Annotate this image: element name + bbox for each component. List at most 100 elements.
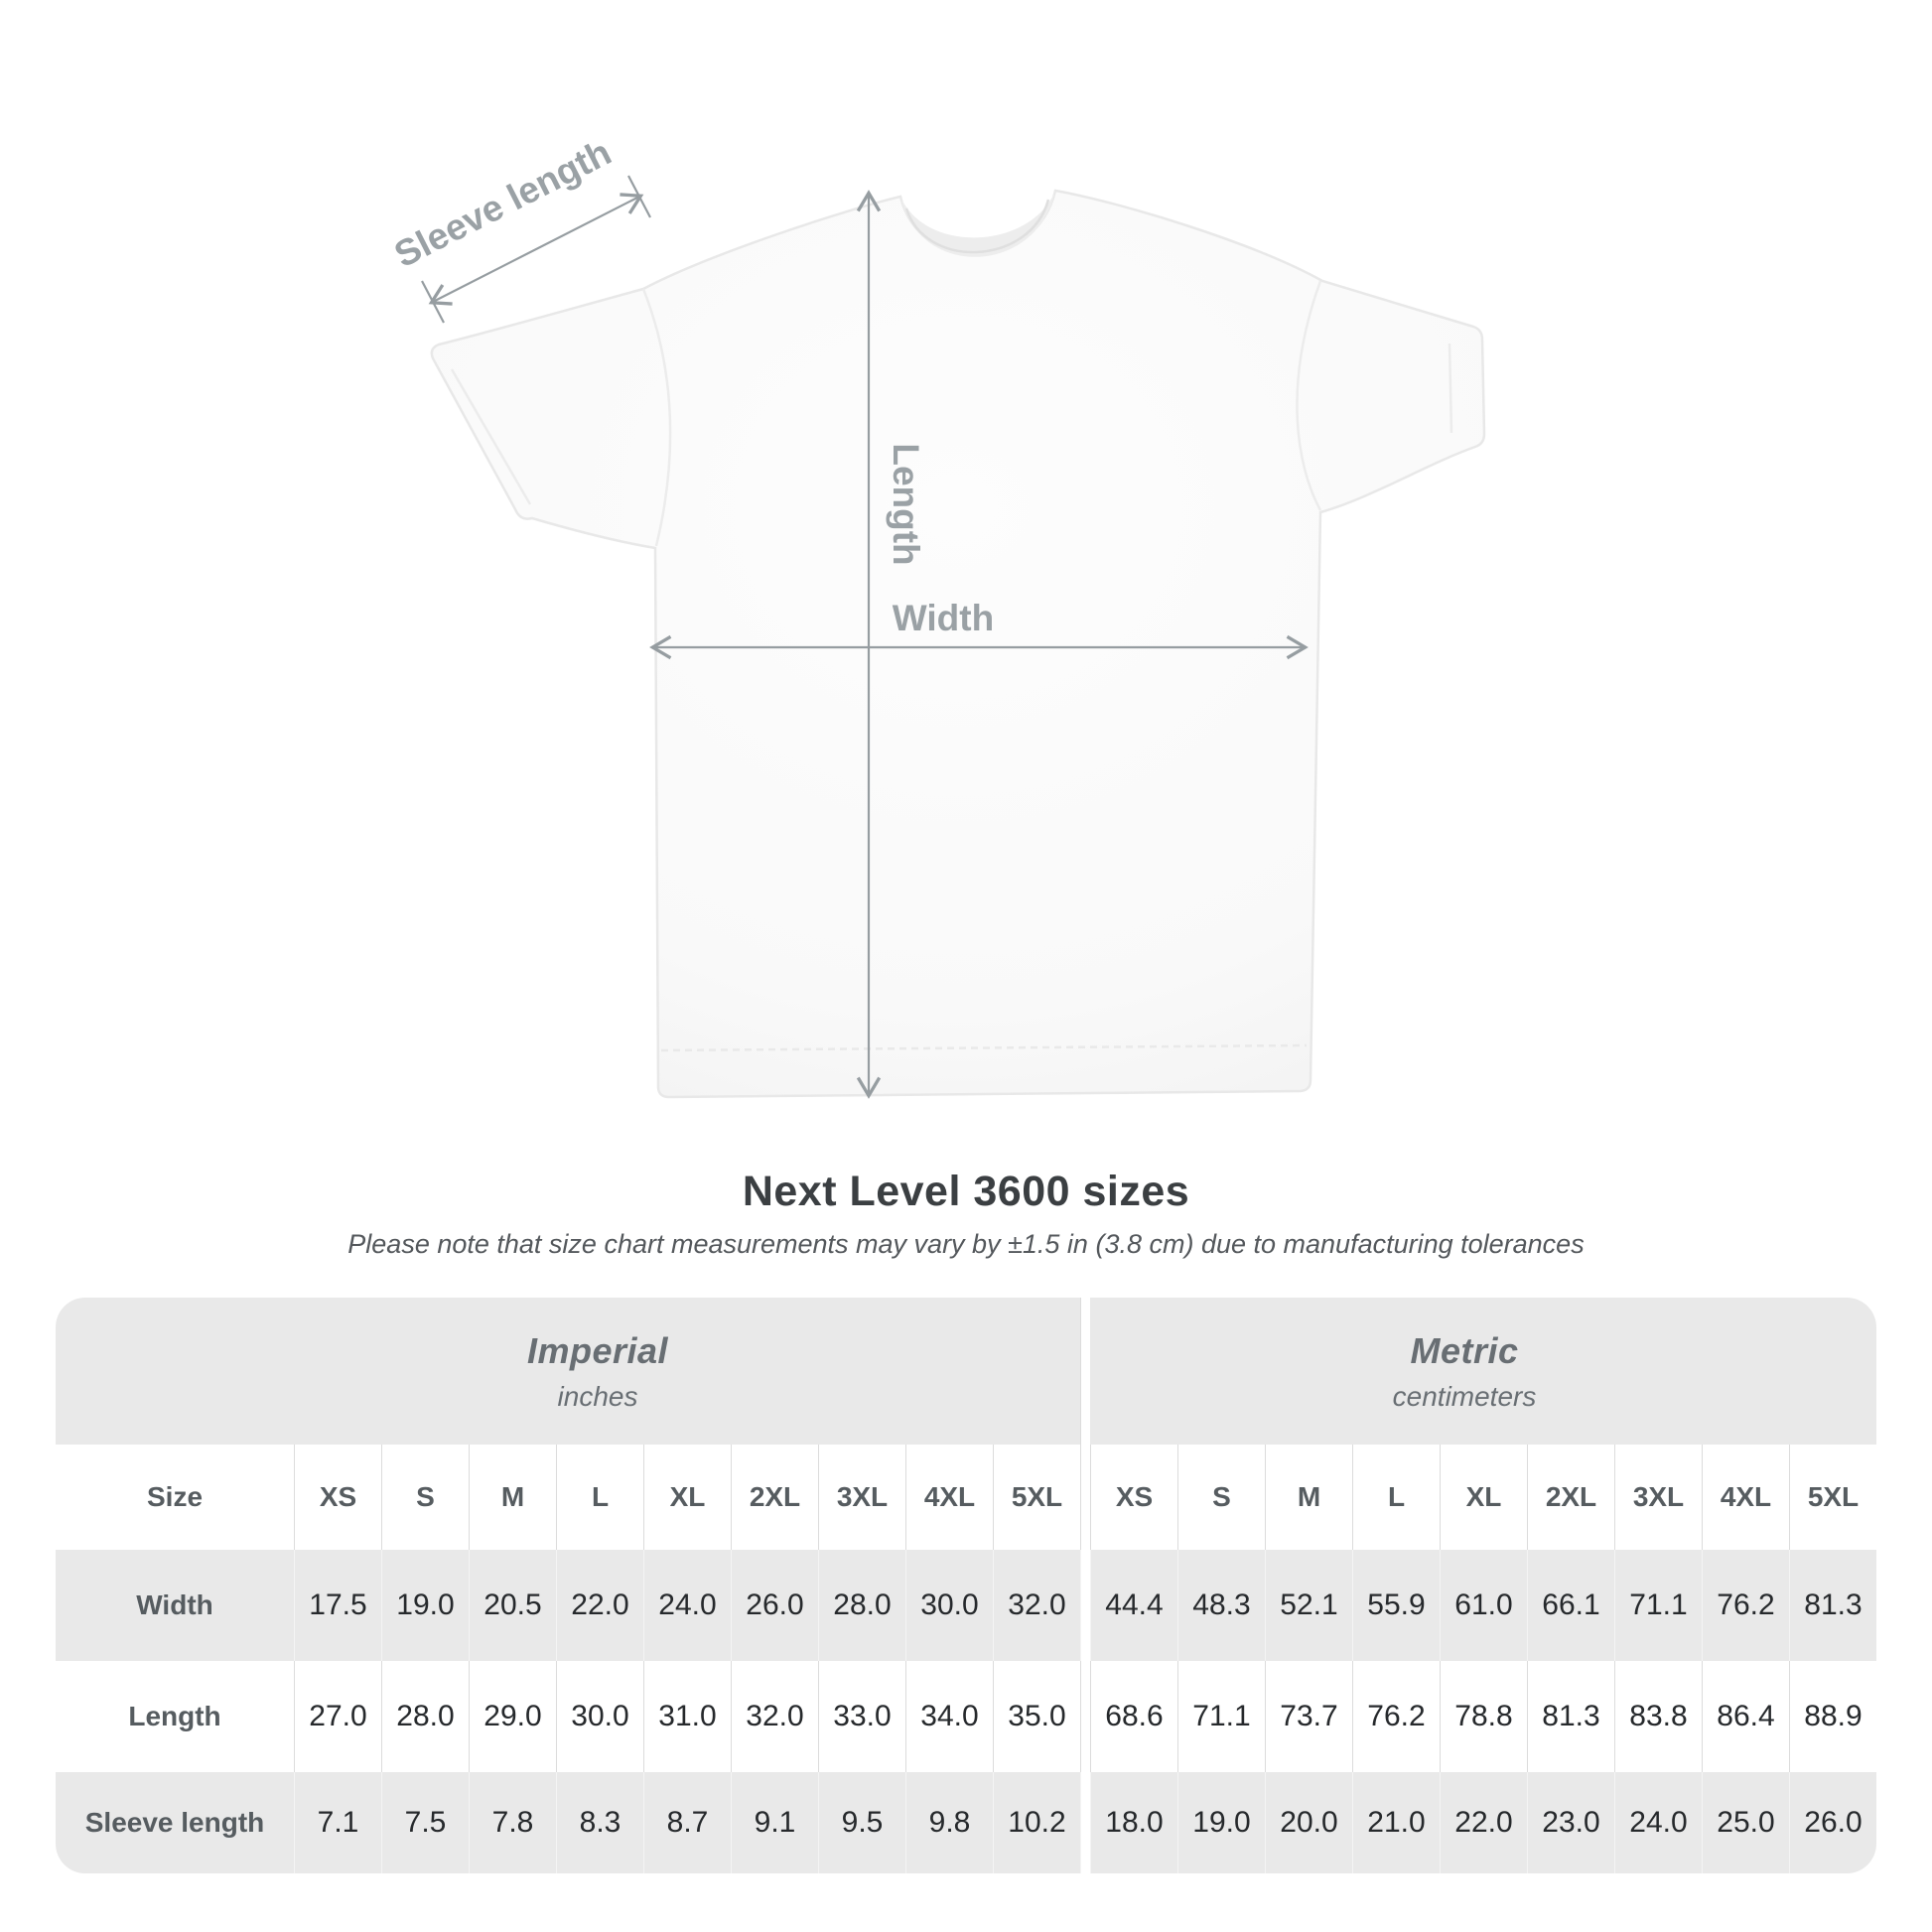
value-cell: 22.0 (1440, 1772, 1527, 1873)
length-row: Length 27.0 28.0 29.0 30.0 31.0 32.0 33.0 34.0 3… (56, 1661, 1876, 1772)
value-cell: 19.0 (381, 1550, 469, 1661)
value-cell: 8.3 (556, 1772, 643, 1873)
section-divider (1080, 1445, 1090, 1550)
size-chart-table: Imperial inches Metric centimeters Size … (56, 1298, 1876, 1873)
width-label: Width (893, 598, 994, 638)
value-cell: 34.0 (905, 1661, 993, 1772)
imperial-section-unit: inches (557, 1380, 638, 1412)
value-cell: 7.8 (469, 1772, 556, 1873)
value-cell: 17.5 (294, 1550, 381, 1661)
value-cell: 10.2 (993, 1772, 1080, 1873)
value-cell: 26.0 (731, 1550, 818, 1661)
value-cell: 24.0 (643, 1550, 731, 1661)
value-cell: 55.9 (1352, 1550, 1440, 1661)
value-cell: 52.1 (1265, 1550, 1352, 1661)
value-cell: 33.0 (818, 1661, 905, 1772)
value-cell: 19.0 (1177, 1772, 1265, 1873)
tshirt-size-diagram: Sleeve length Length Width (388, 131, 1486, 1099)
value-cell: 66.1 (1527, 1550, 1614, 1661)
value-cell: 21.0 (1352, 1772, 1440, 1873)
value-cell: 76.2 (1352, 1661, 1440, 1772)
value-cell: 81.3 (1789, 1550, 1876, 1661)
size-header-cell: XL (1440, 1445, 1527, 1550)
value-cell: 32.0 (731, 1661, 818, 1772)
value-cell: 61.0 (1440, 1550, 1527, 1661)
value-cell: 24.0 (1614, 1772, 1702, 1873)
section-divider (1080, 1772, 1090, 1873)
value-cell: 31.0 (643, 1661, 731, 1772)
value-cell: 35.0 (993, 1661, 1080, 1772)
section-divider (1080, 1298, 1090, 1445)
imperial-section-header: Imperial inches (85, 1298, 1110, 1445)
value-cell: 18.0 (1090, 1772, 1177, 1873)
value-cell: 25.0 (1702, 1772, 1789, 1873)
value-cell: 23.0 (1527, 1772, 1614, 1873)
metric-section-header: Metric centimeters (1071, 1298, 1858, 1445)
right-sleeve-hem (1448, 343, 1453, 434)
size-header-cell: 5XL (993, 1445, 1080, 1550)
value-cell: 26.0 (1789, 1772, 1876, 1873)
value-cell: 71.1 (1177, 1661, 1265, 1772)
value-cell: 78.8 (1440, 1661, 1527, 1772)
width-metric-values: 44.4 48.3 52.1 55.9 61.0 66.1 71.1 76.2 81.3 (1090, 1550, 1876, 1661)
imperial-size-headers: XS S M L XL 2XL 3XL 4XL 5XL (294, 1445, 1080, 1550)
value-cell: 68.6 (1090, 1661, 1177, 1772)
value-cell: 32.0 (993, 1550, 1080, 1661)
value-cell: 83.8 (1614, 1661, 1702, 1772)
section-divider (1080, 1550, 1090, 1661)
sleeve-imperial-values: 7.1 7.5 7.8 8.3 8.7 9.1 9.5 9.8 10.2 (294, 1772, 1080, 1873)
length-imperial-values: 27.0 28.0 29.0 30.0 31.0 32.0 33.0 34.0 35.0 (294, 1661, 1080, 1772)
value-cell: 20.0 (1265, 1772, 1352, 1873)
size-header-cell: M (469, 1445, 556, 1550)
value-cell: 86.4 (1702, 1661, 1789, 1772)
section-divider (1080, 1661, 1090, 1772)
tshirt-body (430, 189, 1486, 1099)
sleeve-length-arrow (428, 193, 644, 306)
value-cell: 76.2 (1702, 1550, 1789, 1661)
width-row: Width 17.5 19.0 20.5 22.0 24.0 26.0 28.0 30.0 32… (56, 1550, 1876, 1661)
value-cell: 7.5 (381, 1772, 469, 1873)
metric-size-headers: XS S M L XL 2XL 3XL 4XL 5XL (1090, 1445, 1876, 1550)
collar-band-seam (904, 199, 1050, 254)
length-label: Length (886, 443, 926, 565)
value-cell: 88.9 (1789, 1661, 1876, 1772)
value-cell: 28.0 (381, 1661, 469, 1772)
unit-header-row: Imperial inches Metric centimeters (56, 1298, 1876, 1445)
value-cell: 8.7 (643, 1772, 731, 1873)
value-cell: 71.1 (1614, 1550, 1702, 1661)
size-header-cell: 2XL (731, 1445, 818, 1550)
size-header-cell: 3XL (1614, 1445, 1702, 1550)
width-row-label: Width (136, 1589, 213, 1620)
size-header-cell: XS (294, 1445, 381, 1550)
left-armhole-seam (641, 288, 672, 547)
size-column-label: Size (146, 1481, 204, 1512)
value-cell: 81.3 (1527, 1661, 1614, 1772)
value-cell: 27.0 (294, 1661, 381, 1772)
size-header-cell: S (1177, 1445, 1265, 1550)
value-cell: 30.0 (556, 1661, 643, 1772)
size-header-cell: L (1352, 1445, 1440, 1550)
tshirt-illustration (430, 189, 1486, 1099)
value-cell: 28.0 (818, 1550, 905, 1661)
sleeve-metric-values: 18.0 19.0 20.0 21.0 22.0 23.0 24.0 25.0 26.0 (1090, 1772, 1876, 1873)
left-sleeve-hem (450, 368, 532, 505)
sleeve-length-start-tick (421, 280, 445, 324)
size-header-cell: XS (1090, 1445, 1177, 1550)
sleeve-length-end-tick (627, 175, 651, 218)
size-header-cell: L (556, 1445, 643, 1550)
imperial-section-title: Imperial (526, 1329, 669, 1371)
width-imperial-values: 17.5 19.0 20.5 22.0 24.0 26.0 28.0 30.0 32.0 (294, 1550, 1080, 1661)
size-header-cell: M (1265, 1445, 1352, 1550)
right-armhole-seam (1296, 280, 1322, 511)
value-cell: 22.0 (556, 1550, 643, 1661)
value-cell: 48.3 (1177, 1550, 1265, 1661)
metric-section-title: Metric (1410, 1329, 1519, 1371)
value-cell: 29.0 (469, 1661, 556, 1772)
sleeve-row-label: Sleeve length (84, 1807, 265, 1838)
length-row-label: Length (128, 1701, 221, 1731)
tolerance-note: Please note that size chart measurements… (347, 1229, 1585, 1259)
bottom-hem-stitch (660, 1043, 1308, 1052)
sleeve-length-label: Sleeve length (388, 131, 618, 275)
measurement-annotations (421, 175, 1309, 1099)
size-header-cell: 3XL (818, 1445, 905, 1550)
